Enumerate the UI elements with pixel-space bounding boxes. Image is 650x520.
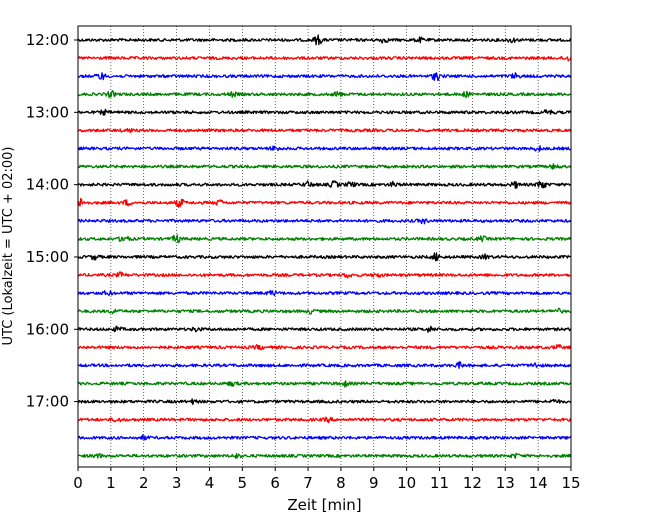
x-axis-ticks: 0 1 2 3 4 5 6 7 8 9 10 11 12 13 14 15	[73, 467, 581, 492]
seismogram-trace	[77, 380, 572, 388]
seismogram-trace	[77, 34, 572, 46]
seismogram-trace	[77, 234, 572, 244]
seismogram-trace	[77, 416, 572, 424]
y-tick-label: 12:00	[26, 31, 69, 49]
seismogram-trace	[77, 307, 572, 315]
x-tick-label: 7	[303, 474, 313, 492]
x-tick-label: 1	[106, 474, 116, 492]
y-tick-label: 16:00	[26, 320, 69, 338]
seismogram-trace	[77, 197, 572, 208]
y-tick-label: 13:00	[26, 103, 69, 121]
x-tick-label: 15	[561, 474, 580, 492]
y-tick-label: 14:00	[26, 176, 69, 194]
x-tick-label: 3	[172, 474, 182, 492]
seismogram-trace	[77, 127, 572, 134]
y-tick-label: 17:00	[26, 393, 69, 411]
x-tick-label: 0	[73, 474, 83, 492]
x-tick-label: 14	[529, 474, 548, 492]
x-tick-label: 2	[139, 474, 149, 492]
x-tick-label: 11	[430, 474, 449, 492]
seismogram-trace	[77, 180, 572, 189]
x-tick-label: 13	[496, 474, 515, 492]
plot-area	[78, 26, 571, 467]
x-tick-label: 9	[369, 474, 379, 492]
seismogram-trace	[77, 218, 572, 225]
seismogram-trace	[77, 271, 572, 279]
trace-group	[77, 34, 572, 459]
seismogram-trace	[77, 398, 572, 406]
seismogram-trace	[77, 145, 572, 152]
seismogram-trace	[77, 252, 572, 262]
seismogram-trace	[77, 72, 572, 82]
y-axis-ticks: 12:00 13:00 14:00 15:00 16:00 17:00	[26, 31, 78, 411]
x-axis-label: Zeit [min]	[287, 496, 361, 514]
seismogram-trace	[77, 361, 572, 369]
seismogram-trace	[77, 90, 572, 99]
seismogram-trace	[77, 55, 572, 62]
x-tick-label: 10	[397, 474, 416, 492]
x-tick-label: 4	[205, 474, 215, 492]
y-tick-label: 15:00	[26, 248, 69, 266]
x-tick-label: 12	[463, 474, 482, 492]
y-axis-label: UTC (Lokalzeit = UTC + 02:00)	[1, 147, 16, 346]
seismogram-trace	[77, 163, 572, 170]
seismogram-trace	[77, 289, 572, 297]
x-tick-label: 6	[270, 474, 280, 492]
seismogram-trace	[77, 434, 572, 441]
seismogram-trace	[77, 452, 572, 459]
x-tick-label: 8	[336, 474, 346, 492]
seismogram-trace	[77, 108, 572, 116]
x-tick-label: 5	[238, 474, 248, 492]
seismogram-trace	[77, 343, 572, 351]
seismogram-trace	[77, 325, 572, 333]
plot-frame	[77, 25, 572, 468]
